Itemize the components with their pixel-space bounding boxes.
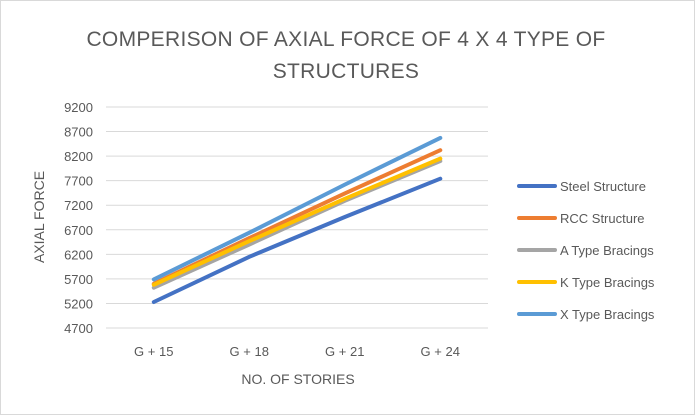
- y-tick-label: 5200: [64, 296, 93, 311]
- y-axis-ticks: 4700 5200 5700 6200 6700 7200 7700 8200 8700 9200: [64, 100, 93, 336]
- y-tick-label: 8700: [64, 125, 93, 140]
- legend-label: RCC Structure: [560, 211, 645, 226]
- chart-title-line-2: STRUCTURES: [273, 60, 420, 83]
- y-tick-label: 7700: [64, 174, 93, 189]
- legend-label: K Type Bracings: [560, 275, 655, 290]
- series-line-4: [151, 156, 443, 287]
- chart-title-line-1: COMPERISON OF AXIAL FORCE OF 4 X 4 TYPE …: [86, 28, 605, 51]
- legend-item: RCC Structure: [517, 211, 645, 226]
- series-line-3: [151, 159, 443, 290]
- y-tick-label: 7200: [64, 198, 93, 213]
- legend-label: Steel Structure: [560, 179, 646, 194]
- x-tick-label: G + 18: [230, 344, 269, 359]
- legend-item: X Type Bracings: [517, 307, 655, 322]
- y-tick-label: 6700: [64, 223, 93, 238]
- legend: Steel Structure RCC Structure A Type Braci…: [517, 179, 655, 322]
- y-tick-label: 9200: [64, 100, 93, 115]
- legend-label: A Type Bracings: [560, 243, 654, 258]
- legend-label: X Type Bracings: [560, 307, 655, 322]
- y-tick-label: 8200: [64, 149, 93, 164]
- legend-item: Steel Structure: [517, 179, 646, 194]
- y-axis-title: AXIAL FORCE: [31, 171, 47, 263]
- x-axis-title: NO. OF STORIES: [241, 371, 354, 387]
- x-axis-ticks: G + 15 G + 18 G + 21 G + 24: [134, 344, 460, 359]
- series-lines: [151, 135, 443, 304]
- series-line-5: [151, 135, 443, 282]
- series-line-1: [151, 176, 443, 304]
- y-tick-label: 6200: [64, 247, 93, 262]
- y-tick-label: 5700: [64, 272, 93, 287]
- x-tick-label: G + 24: [421, 344, 460, 359]
- x-tick-label: G + 21: [325, 344, 364, 359]
- legend-item: A Type Bracings: [517, 243, 654, 258]
- legend-item: K Type Bracings: [517, 275, 655, 290]
- x-tick-label: G + 15: [134, 344, 173, 359]
- y-tick-label: 4700: [64, 321, 93, 336]
